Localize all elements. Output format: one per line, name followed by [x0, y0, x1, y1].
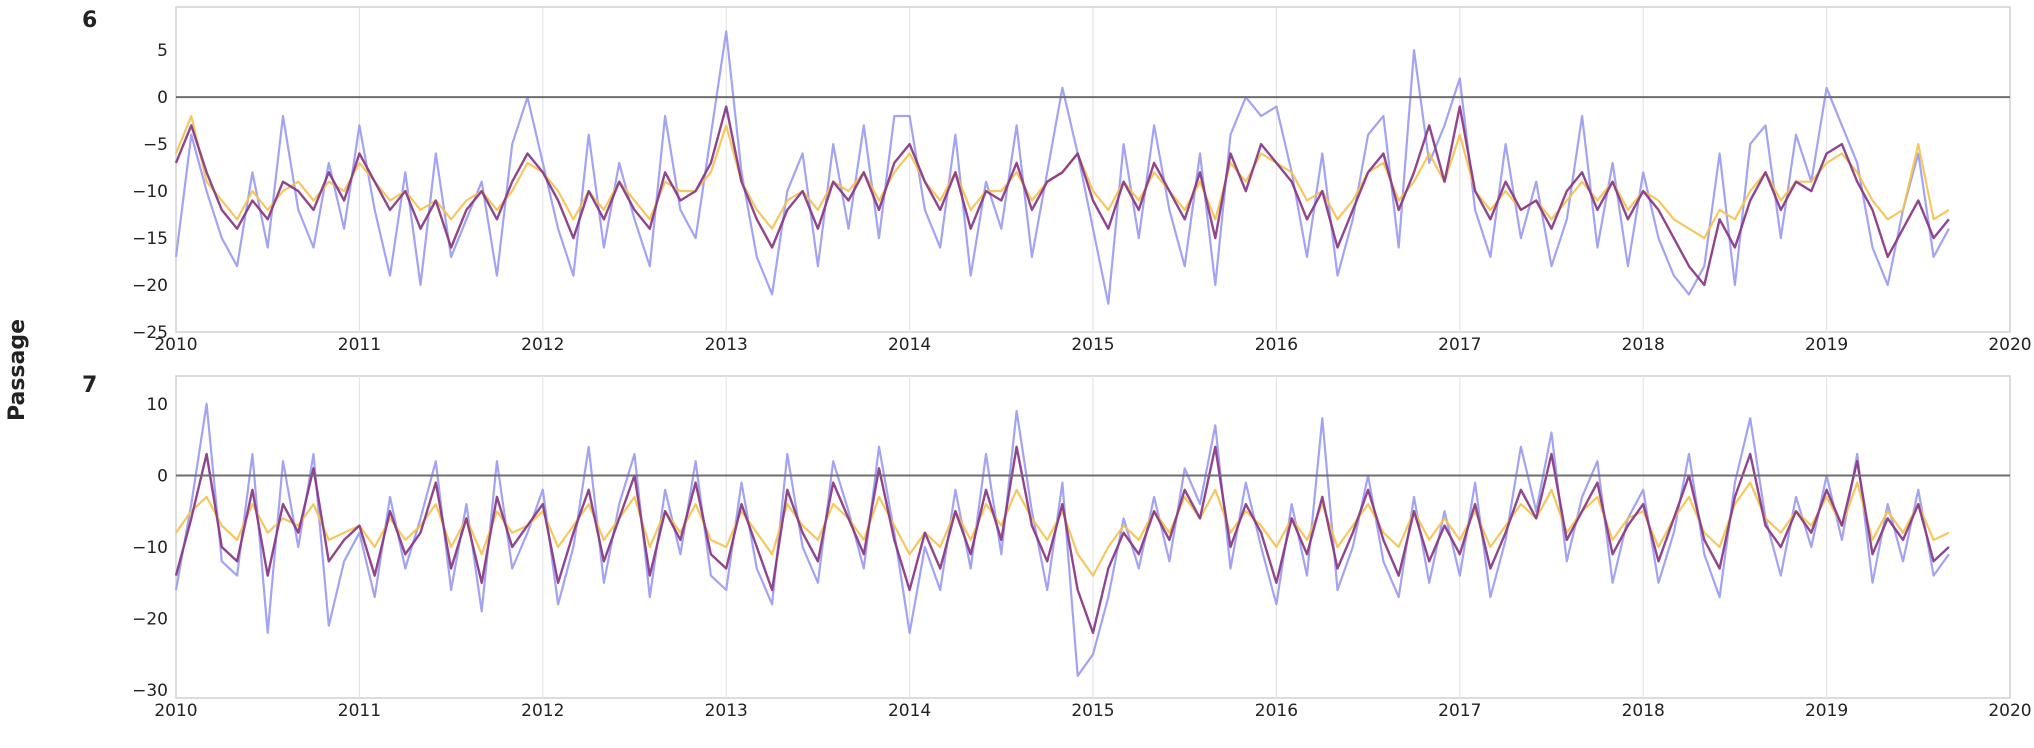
x-tick-label: 2012 [521, 335, 564, 355]
y-tick-label: 10 [146, 395, 168, 415]
y-tick-label: 0 [157, 88, 168, 108]
panel-label-6: 6 [82, 8, 97, 33]
x-tick-label: 2015 [1071, 335, 1114, 355]
panel-label-7: 7 [82, 373, 97, 398]
y-tick-label: 0 [157, 466, 168, 486]
panel-6: 2010 2011 2012 2013 2014 2015 2016 2017 2018 2019… [132, 6, 2032, 355]
x-tick-label: 2018 [1622, 335, 1665, 355]
x-tick-label: 2020 [1988, 335, 2031, 355]
x-tick-label: 2016 [1255, 335, 1298, 355]
x-tick-label: 2015 [1071, 701, 1114, 721]
y-tick-label: −15 [132, 229, 168, 249]
y-tick-label: −30 [132, 681, 168, 701]
y-axis-label: Passage [5, 319, 30, 421]
series-line-yellow [175, 481, 1950, 577]
series-line-purple [174, 445, 1950, 635]
x-tick-label: 2014 [888, 701, 931, 721]
y-tick-label: −10 [132, 538, 168, 558]
y-tick-label: 5 [157, 41, 168, 61]
y-tick-label: −5 [143, 135, 168, 155]
x-tick-label: 2010 [154, 701, 197, 721]
y-tick-label: −20 [132, 610, 168, 630]
x-tick-label: 2019 [1805, 701, 1848, 721]
x-tick-label: 2017 [1438, 335, 1481, 355]
x-tick-label: 2013 [705, 335, 748, 355]
x-tick-label: 2017 [1438, 701, 1481, 721]
x-tick-label: 2012 [521, 701, 564, 721]
x-tick-label: 2011 [338, 701, 381, 721]
series-line-purple [174, 105, 1950, 287]
y-tick-label: −20 [132, 276, 168, 296]
x-tick-label: 2010 [154, 335, 197, 355]
series-line-blue [174, 30, 1950, 305]
x-tick-label: 2016 [1255, 701, 1298, 721]
panel-7: 2010 2011 2012 2013 2014 2015 2016 2017 2018 2019… [132, 375, 2032, 721]
x-tick-label: 2019 [1805, 335, 1848, 355]
x-tick-label: 2013 [705, 701, 748, 721]
x-tick-label: 2014 [888, 335, 931, 355]
x-tick-label: 2011 [338, 335, 381, 355]
x-tick-label: 2020 [1988, 701, 2031, 721]
y-tick-label: −25 [132, 323, 168, 343]
y-tick-label: −10 [132, 182, 168, 202]
x-tick-label: 2018 [1622, 701, 1665, 721]
